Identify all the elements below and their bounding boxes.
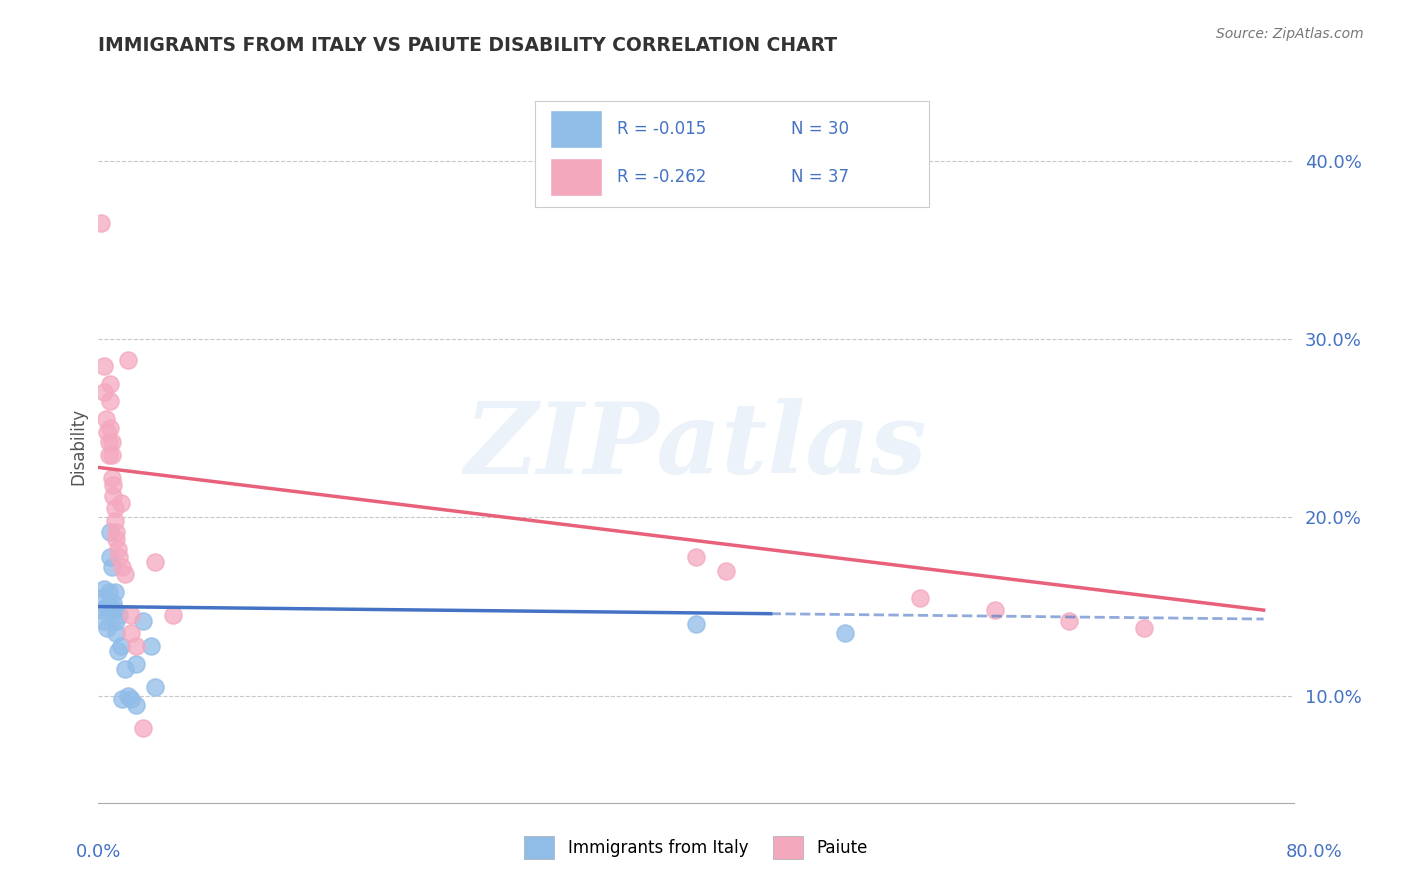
Point [101, 560, 124, 574]
Point [111, 560, 134, 574]
Point [117, 689, 139, 703]
Point [1133, 621, 1156, 635]
Point [908, 591, 931, 605]
Point [96, 425, 118, 439]
Text: IMMIGRANTS FROM ITALY VS PAIUTE DISABILITY CORRELATION CHART: IMMIGRANTS FROM ITALY VS PAIUTE DISABILI… [98, 36, 838, 54]
Point [93, 359, 115, 373]
Point [104, 501, 127, 516]
Point [111, 692, 134, 706]
Point [139, 639, 162, 653]
Point [108, 549, 131, 564]
Point [90, 591, 112, 605]
Point [98, 376, 122, 391]
Point [101, 603, 124, 617]
Point [120, 608, 142, 623]
Point [114, 662, 136, 676]
Point [101, 435, 124, 450]
Point [98, 421, 122, 435]
Point [103, 596, 125, 610]
Point [97, 448, 120, 462]
Point [114, 567, 136, 582]
Point [98, 524, 122, 539]
Point [104, 603, 127, 617]
Point [108, 608, 131, 623]
Point [120, 692, 142, 706]
Point [120, 626, 142, 640]
Point [105, 532, 128, 546]
Point [90, 216, 112, 230]
Point [125, 698, 148, 712]
Point [103, 478, 125, 492]
Point [834, 626, 856, 640]
Point [96, 621, 118, 635]
Point [101, 448, 124, 462]
Point [105, 524, 128, 539]
Point [125, 657, 148, 671]
Text: ZIPatlas: ZIPatlas [465, 398, 927, 494]
Y-axis label: Disability: Disability [69, 408, 87, 484]
Point [110, 496, 132, 510]
Point [132, 721, 155, 735]
Point [143, 555, 166, 569]
Point [97, 585, 120, 599]
Point [1059, 614, 1081, 628]
Point [714, 564, 737, 578]
Point [107, 542, 129, 557]
Point [143, 680, 166, 694]
Point [105, 626, 128, 640]
Point [103, 489, 125, 503]
Point [110, 639, 132, 653]
Point [101, 471, 124, 485]
Point [97, 435, 120, 450]
Point [105, 614, 128, 628]
Point [107, 644, 129, 658]
Point [125, 639, 148, 653]
Text: 80.0%: 80.0% [1286, 843, 1343, 861]
Point [93, 385, 115, 400]
Point [98, 549, 122, 564]
Point [98, 394, 122, 409]
Text: 0.0%: 0.0% [76, 843, 121, 861]
Point [94, 599, 117, 614]
Point [104, 585, 127, 599]
Point [685, 549, 707, 564]
Point [685, 617, 707, 632]
Point [117, 353, 139, 368]
Point [162, 608, 184, 623]
Point [984, 603, 1007, 617]
Point [94, 412, 117, 426]
Legend: Immigrants from Italy, Paiute: Immigrants from Italy, Paiute [517, 829, 875, 866]
Point [104, 514, 127, 528]
Text: Source: ZipAtlas.com: Source: ZipAtlas.com [1216, 27, 1364, 41]
Point [93, 582, 115, 596]
Point [132, 614, 155, 628]
Point [91, 603, 114, 617]
Point [93, 614, 115, 628]
